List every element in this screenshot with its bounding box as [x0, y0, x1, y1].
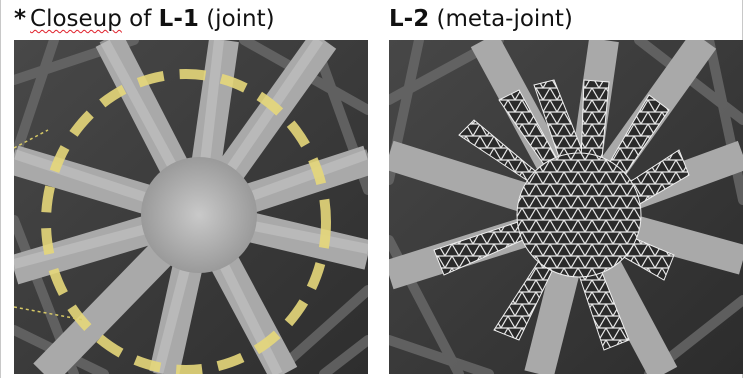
caption-meta-joint-suffix: (meta-joint) [429, 6, 573, 32]
frame-border-left [0, 0, 1, 378]
caption-closeup-word: Closeup [30, 6, 122, 32]
meta-joint-render-image [389, 40, 743, 374]
joint-render-image [14, 40, 368, 374]
caption-of-word: of [121, 6, 159, 32]
caption-label-l1: L-1 [158, 6, 199, 32]
left-panel-caption: * Closeup of L-1 (joint) [14, 3, 275, 35]
meta-joint-render-svg [389, 40, 743, 374]
right-panel-caption: L-2 (meta-joint) [389, 3, 573, 35]
caption-asterisk: * [14, 6, 27, 32]
joint-render-svg [14, 40, 368, 374]
caption-joint-suffix: (joint) [198, 6, 275, 32]
caption-label-l2: L-2 [389, 6, 430, 32]
